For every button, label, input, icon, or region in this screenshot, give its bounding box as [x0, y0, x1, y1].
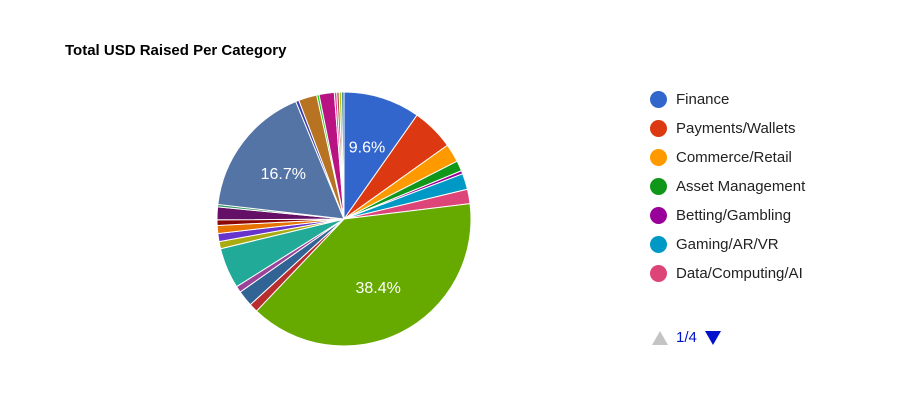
legend-item[interactable]: Payments/Wallets [650, 117, 795, 139]
legend-swatch [650, 119, 667, 137]
pie-slice[interactable] [341, 91, 345, 220]
pie-slice-label: 38.4% [356, 280, 401, 297]
legend-item[interactable]: Asset Management [650, 175, 805, 197]
legend-swatch [650, 177, 667, 195]
legend-swatch [650, 90, 667, 108]
pager-previous-icon[interactable] [652, 330, 668, 345]
pager-page-indicator: 1/4 [676, 329, 697, 346]
chart-title: Total USD Raised Per Category [65, 42, 287, 59]
legend-label: Data/Computing/AI [676, 264, 803, 282]
legend-swatch [650, 148, 667, 166]
legend-pager: 1/4 [652, 329, 721, 346]
legend-swatch [650, 264, 667, 282]
pie-slice[interactable] [343, 91, 418, 221]
pie-slice-label: 9.6% [349, 139, 385, 156]
legend-label: Finance [676, 90, 730, 108]
pager-next-icon[interactable] [704, 330, 721, 345]
legend-label: Gaming/AR/VR [676, 235, 779, 253]
pie-slice[interactable] [217, 100, 345, 220]
legend-swatch [650, 235, 667, 253]
legend-item[interactable]: Gaming/AR/VR [650, 233, 779, 255]
legend-item[interactable]: Commerce/Retail [650, 146, 792, 168]
legend-label: Commerce/Retail [676, 148, 792, 166]
pie-slice-label: 16.7% [261, 166, 306, 183]
pie-slice[interactable] [255, 203, 472, 347]
legend-swatch [650, 206, 667, 224]
legend-item[interactable]: Finance [650, 88, 729, 110]
legend-label: Payments/Wallets [676, 119, 796, 137]
legend-label: Betting/Gambling [676, 206, 792, 224]
legend-item[interactable]: Data/Computing/AI [650, 262, 803, 284]
legend-item[interactable]: Betting/Gambling [650, 204, 791, 226]
legend-label: Asset Management [676, 177, 806, 195]
